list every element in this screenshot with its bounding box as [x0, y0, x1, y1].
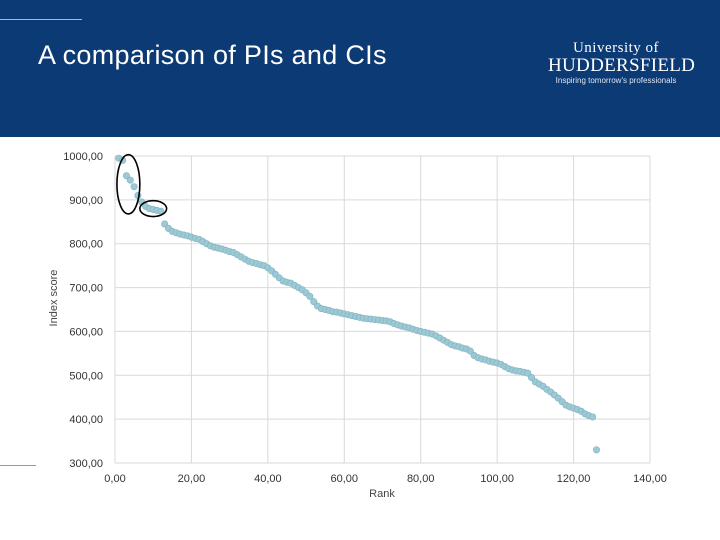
slide-title: A comparison of PIs and CIs: [38, 40, 387, 70]
x-tick-label: 60,00: [331, 473, 359, 485]
y-tick-label: 300,00: [69, 458, 103, 470]
y-tick-label: 400,00: [69, 414, 103, 426]
data-point: [524, 369, 532, 377]
data-point: [122, 172, 130, 180]
y-tick-label: 1000,00: [63, 151, 103, 163]
data-point: [592, 446, 600, 454]
y-tick-label: 500,00: [69, 370, 103, 382]
header-banner: A comparison of PIs and CIs University o…: [0, 0, 720, 137]
x-tick-label: 100,00: [480, 473, 514, 485]
data-points: [115, 154, 600, 454]
x-tick-label: 20,00: [178, 473, 206, 485]
data-point: [161, 220, 169, 228]
x-tick-label: 0,00: [104, 473, 125, 485]
y-tick-label: 700,00: [69, 283, 103, 295]
x-tick-label: 40,00: [254, 473, 282, 485]
university-logo: University of HUDDERSFIELD Inspiring tom…: [548, 40, 696, 92]
highlight-ellipse: [116, 153, 141, 215]
x-tick-label: 120,00: [557, 473, 591, 485]
side-rule: [0, 465, 36, 466]
x-axis-title: Rank: [369, 488, 395, 500]
tick-labels: 300,00 400,00 500,00 600,00 700,00 800,00 900,…: [63, 151, 667, 485]
data-point: [306, 292, 314, 300]
header-rule: [0, 19, 82, 20]
logo-line-2: HUDDERSFIELD: [548, 55, 696, 76]
logo-line-1: University of: [572, 40, 660, 56]
y-tick-label: 800,00: [69, 239, 103, 251]
y-tick-label: 600,00: [69, 326, 103, 338]
logo-tagline: Inspiring tomorrow's professionals: [555, 76, 677, 85]
data-point: [310, 298, 318, 306]
data-point: [589, 413, 597, 421]
annotations: [116, 153, 168, 218]
data-point: [130, 183, 138, 191]
x-tick-label: 140,00: [633, 473, 667, 485]
x-tick-label: 80,00: [407, 473, 435, 485]
data-point: [528, 373, 536, 381]
data-point: [126, 176, 134, 184]
highlight-ellipse: [139, 199, 168, 218]
grid: [114, 155, 651, 464]
data-point: [466, 347, 474, 355]
y-axis-title: Index score: [48, 270, 60, 327]
y-tick-label: 900,00: [69, 195, 103, 207]
